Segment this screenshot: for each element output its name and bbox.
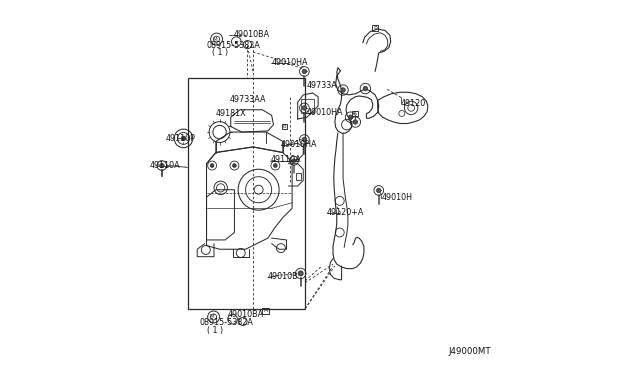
Text: 49010H: 49010H (381, 193, 412, 202)
Text: 08915-5382A: 08915-5382A (199, 318, 253, 327)
Text: 49110A: 49110A (270, 155, 301, 164)
Circle shape (348, 115, 353, 119)
Circle shape (298, 271, 303, 276)
Text: 49733A: 49733A (307, 81, 338, 90)
Text: 49010HA: 49010HA (281, 140, 317, 149)
Circle shape (273, 164, 277, 167)
Bar (188, 78, 305, 309)
Circle shape (376, 188, 381, 193)
Text: 08915-5382A: 08915-5382A (207, 41, 260, 50)
Circle shape (302, 137, 307, 142)
Bar (301, 99, 314, 113)
Bar (372, 25, 378, 31)
Text: 49181X: 49181X (216, 109, 246, 118)
Text: 49010BA: 49010BA (228, 310, 264, 319)
Text: B: B (373, 25, 377, 30)
Circle shape (292, 159, 296, 163)
Text: 49110P: 49110P (166, 134, 195, 143)
Bar (296, 173, 301, 180)
Text: 49010HA: 49010HA (271, 58, 308, 67)
Text: B: B (282, 124, 286, 129)
Text: J49000MT: J49000MT (449, 347, 491, 356)
Text: 49010B: 49010B (268, 272, 298, 281)
Text: M: M (210, 314, 214, 320)
Bar (282, 124, 287, 129)
Circle shape (302, 69, 307, 74)
Text: 49120: 49120 (401, 99, 426, 108)
Text: 49733AA: 49733AA (230, 95, 266, 104)
Circle shape (232, 164, 236, 167)
Circle shape (353, 120, 358, 124)
Text: ( 1 ): ( 1 ) (212, 48, 228, 57)
Text: A: A (353, 111, 357, 116)
Bar (353, 111, 358, 116)
Text: ( 1 ): ( 1 ) (207, 326, 223, 335)
Text: M: M (212, 36, 218, 42)
Circle shape (159, 163, 164, 168)
Circle shape (363, 86, 367, 91)
Circle shape (341, 88, 346, 92)
Text: A: A (264, 308, 268, 314)
Bar (262, 308, 269, 314)
Text: 49010HA: 49010HA (307, 108, 343, 117)
Text: 49120+A: 49120+A (326, 208, 364, 217)
Text: 49010BA: 49010BA (234, 31, 270, 39)
Circle shape (302, 106, 307, 110)
Text: 49110A: 49110A (150, 161, 180, 170)
Circle shape (181, 136, 186, 141)
Circle shape (211, 164, 214, 167)
